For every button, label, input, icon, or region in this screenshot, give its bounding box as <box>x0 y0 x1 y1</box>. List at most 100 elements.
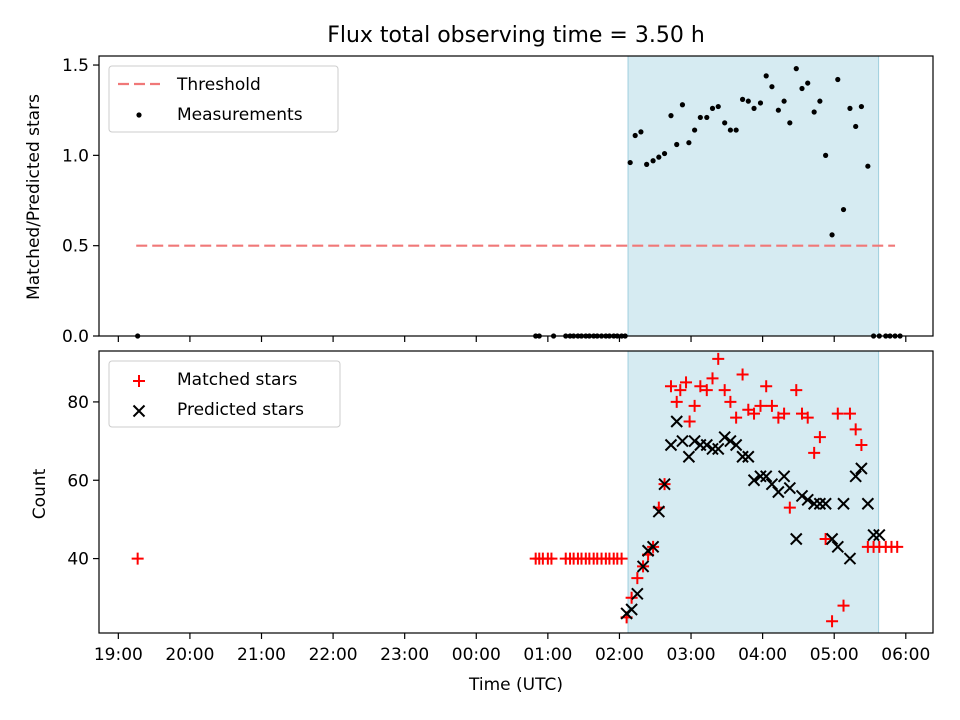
bottom-x-label: Time (UTC) <box>468 675 563 695</box>
measurement-point <box>644 161 650 167</box>
matched-star-point <box>891 540 904 553</box>
predicted-star-point <box>837 497 850 510</box>
measurement-point <box>751 105 757 111</box>
predicted-star-point <box>700 438 713 452</box>
bottom-y-tick-label: 80 <box>67 393 89 413</box>
predicted-star-point <box>724 434 737 448</box>
predicted-star-point <box>825 532 839 546</box>
bottom-y-tick-label: 40 <box>67 550 89 570</box>
predicted-star-point <box>664 438 678 452</box>
top-axes-frame <box>98 55 934 337</box>
measurement-point <box>661 150 668 157</box>
predicted-star-point <box>843 552 857 565</box>
matched-star-point <box>631 572 644 585</box>
measurement-point <box>775 107 781 113</box>
predicted-star-point <box>636 560 650 573</box>
bottom-x-tick-label: 06:00 <box>881 645 930 665</box>
predicted-star-point <box>855 462 868 475</box>
measurement-point <box>757 100 764 106</box>
predicted-star-point <box>676 434 689 448</box>
matched-star-point <box>706 372 719 385</box>
bottom-y-label: Count <box>30 468 50 519</box>
measurement-point <box>650 158 656 164</box>
bottom-axes-frame <box>98 350 934 634</box>
predicted-star-point <box>712 442 725 456</box>
measurement-point <box>627 159 633 166</box>
matched-star-point <box>694 380 707 393</box>
measurement-point <box>787 120 793 126</box>
predicted-star-point <box>795 489 809 503</box>
predicted-star-point <box>706 442 719 456</box>
measurement-point <box>722 120 728 126</box>
matched-star-point <box>765 399 778 412</box>
predicted-star-point <box>652 505 666 518</box>
matched-star-point <box>849 423 862 436</box>
legend-matched-label: Matched stars <box>177 370 297 390</box>
predicted-star-point <box>777 470 791 483</box>
matched-star-point <box>801 411 814 424</box>
chart-title: Flux total observing time = 3.50 h <box>327 23 705 48</box>
matched-star-point <box>760 380 773 393</box>
matched-star-point <box>819 533 832 545</box>
matched-star-point <box>625 591 638 604</box>
predicted-star-point <box>625 603 638 616</box>
predicted-stars-points <box>620 415 886 620</box>
matched-star-point <box>688 399 701 412</box>
predicted-star-point <box>631 587 644 601</box>
legend-measurements-swatch <box>136 112 142 118</box>
predicted-star-point <box>747 474 761 487</box>
predicted-star-point <box>873 528 886 542</box>
measurement-point <box>733 127 739 133</box>
bottom-legend: Matched stars Predicted stars <box>108 360 341 428</box>
measurement-point <box>715 103 721 110</box>
matched-star-point <box>826 615 839 628</box>
matched-star-point <box>813 431 826 444</box>
measurement-point <box>840 206 847 213</box>
bottom-x-tick-label: 00:00 <box>452 645 501 665</box>
bottom-x-tick-label: 04:00 <box>738 645 787 665</box>
measurement-point <box>763 73 769 79</box>
predicted-star-point <box>819 497 832 510</box>
top-y-tick-label: 0.5 <box>62 237 89 257</box>
measurement-point <box>704 114 710 121</box>
measurement-point <box>679 102 686 108</box>
predicted-star-point <box>754 470 767 483</box>
bottom-x-tick-label: 23:00 <box>380 645 429 665</box>
measurement-point <box>829 232 835 238</box>
bottom-y-axis: 40 60 80 <box>67 393 99 570</box>
matched-star-point <box>754 399 767 412</box>
matched-star-point <box>790 384 803 397</box>
measurement-point <box>739 96 746 102</box>
measurement-point <box>692 127 698 133</box>
legend-threshold-label: Threshold <box>176 75 261 95</box>
predicted-star-point <box>807 497 821 510</box>
predicted-star-point <box>790 532 803 546</box>
legend-matched-swatch <box>133 375 145 387</box>
top-y-tick-label: 1.5 <box>62 56 89 76</box>
measurement-point <box>686 140 692 146</box>
matched-star-point <box>730 411 743 424</box>
matched-star-point <box>680 376 693 389</box>
measurement-point <box>709 105 716 111</box>
measurement-point <box>835 76 841 83</box>
predicted-star-point <box>670 415 683 428</box>
matched-star-point <box>736 368 749 381</box>
predicted-star-point <box>813 497 827 510</box>
matched-star-point <box>748 407 761 420</box>
bottom-panel: 40 60 80 19:00 20:00 21:00 22:00 23:00 00:00 01:… <box>30 350 934 695</box>
top-y-label: Matched/Predicted stars <box>24 94 44 300</box>
matched-star-point <box>131 552 144 565</box>
matched-star-point <box>837 599 850 612</box>
predicted-star-point <box>801 493 814 507</box>
matched-star-point <box>724 395 737 408</box>
matched-star-point <box>831 407 844 420</box>
measurement-point <box>847 105 853 111</box>
predicted-star-point <box>688 434 701 448</box>
predicted-star-point <box>772 485 785 499</box>
bottom-x-tick-label: 05:00 <box>810 645 859 665</box>
bottom-x-tick-label: 20:00 <box>165 645 214 665</box>
measurement-point <box>799 85 805 92</box>
measurement-point <box>632 132 638 139</box>
predicted-star-point <box>759 470 773 483</box>
